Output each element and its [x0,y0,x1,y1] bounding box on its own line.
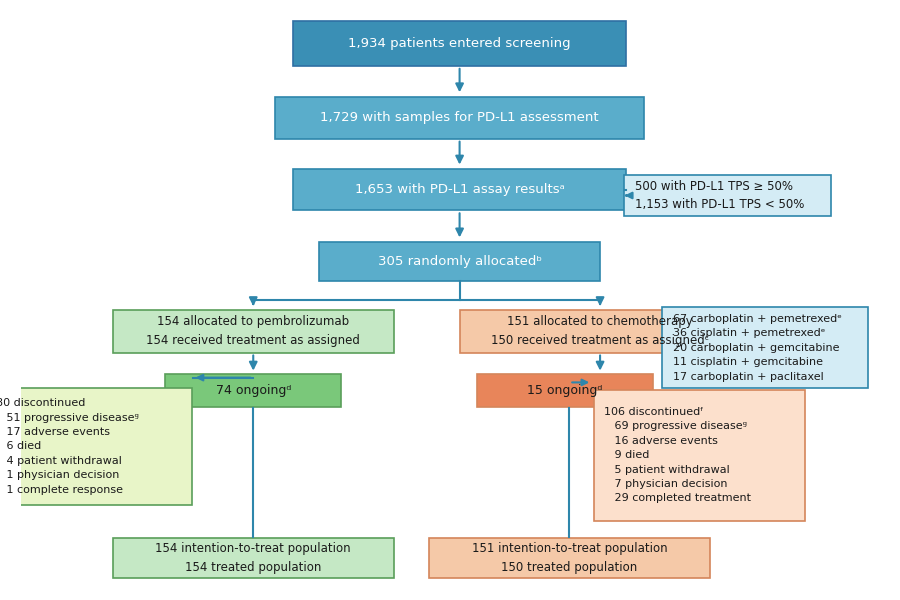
FancyBboxPatch shape [429,538,710,578]
Text: 154 allocated to pembrolizumab
154 received treatment as assigned: 154 allocated to pembrolizumab 154 recei… [147,316,360,347]
FancyBboxPatch shape [594,389,805,521]
FancyBboxPatch shape [662,307,868,388]
Text: 67 carboplatin + pemetrexedᵉ
36 cisplatin + pemetrexedᵉ
20 carboplatin + gemcita: 67 carboplatin + pemetrexedᵉ 36 cisplati… [672,314,842,382]
Text: 1,729 with samples for PD-L1 assessment: 1,729 with samples for PD-L1 assessment [320,112,598,124]
FancyBboxPatch shape [477,374,652,407]
FancyBboxPatch shape [320,242,600,281]
FancyBboxPatch shape [460,310,741,353]
Text: 15 ongoingᵈ: 15 ongoingᵈ [527,384,603,397]
Text: 1,653 with PD-L1 assay resultsᵃ: 1,653 with PD-L1 assay resultsᵃ [355,183,564,196]
Text: 80 discontinued
   51 progressive diseaseᵍ
   17 adverse events
   6 died
   4 p: 80 discontinued 51 progressive diseaseᵍ … [0,398,140,494]
FancyBboxPatch shape [166,374,341,407]
FancyBboxPatch shape [292,21,626,65]
Text: 500 with PD-L1 TPS ≥ 50%
1,153 with PD-L1 TPS < 50%: 500 with PD-L1 TPS ≥ 50% 1,153 with PD-L… [634,180,804,211]
Text: 1,934 patients entered screening: 1,934 patients entered screening [348,37,571,50]
Text: 106 discontinuedᶠ
   69 progressive diseaseᵍ
   16 adverse events
   9 died
   5: 106 discontinuedᶠ 69 progressive disease… [605,407,752,503]
FancyBboxPatch shape [625,175,831,217]
FancyBboxPatch shape [275,97,644,139]
FancyBboxPatch shape [112,538,393,578]
Text: 151 intention-to-treat population
150 treated population: 151 intention-to-treat population 150 tr… [472,542,667,574]
FancyBboxPatch shape [112,310,393,353]
FancyBboxPatch shape [292,169,626,211]
Text: 151 allocated to chemotherapy
150 received treatment as assignedᶜ: 151 allocated to chemotherapy 150 receiv… [491,316,709,347]
Text: 154 intention-to-treat population
154 treated population: 154 intention-to-treat population 154 tr… [156,542,351,574]
Text: 305 randomly allocatedᵇ: 305 randomly allocatedᵇ [377,254,542,268]
Text: 74 ongoingᵈ: 74 ongoingᵈ [216,384,291,397]
FancyBboxPatch shape [0,388,193,505]
